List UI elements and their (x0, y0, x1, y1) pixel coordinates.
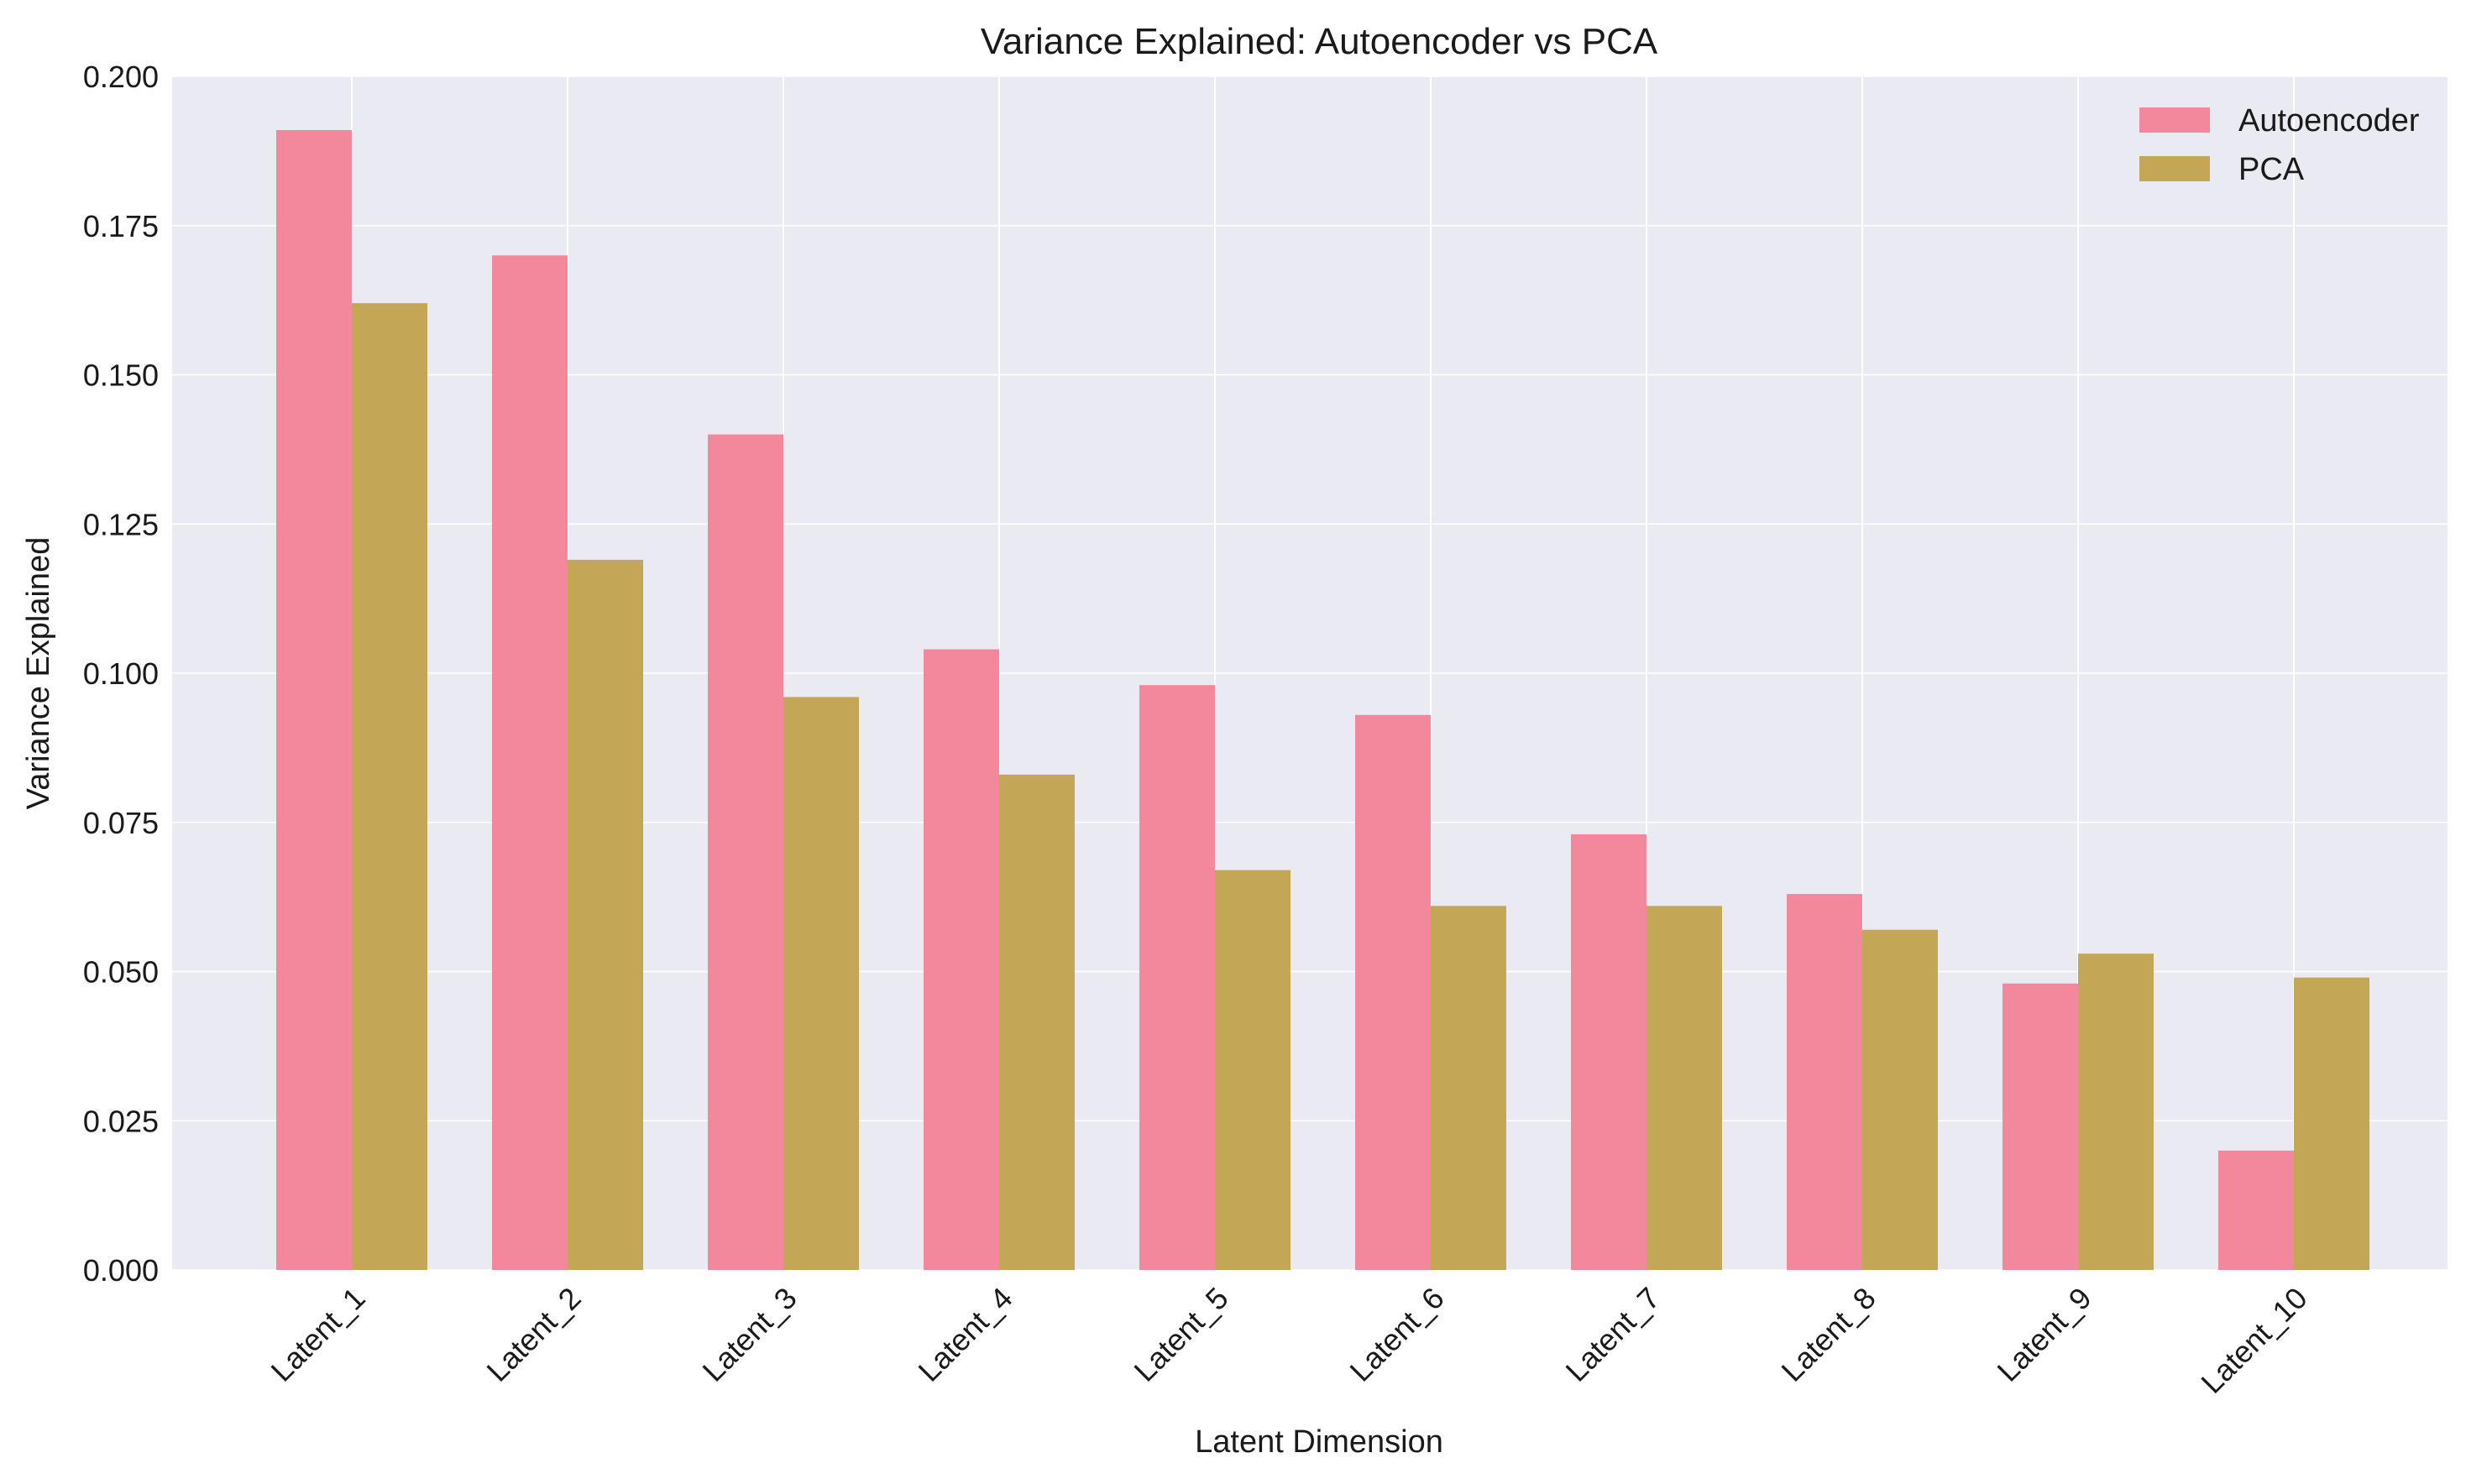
legend-label-pca: PCA (2238, 152, 2305, 187)
bars (276, 129, 2369, 1271)
y-tick-label: 0.075 (83, 806, 159, 840)
bar-autoencoder-latent_2 (492, 255, 568, 1270)
bar-pca-latent_1 (352, 303, 427, 1271)
y-tick-label: 0.125 (83, 507, 159, 541)
bar-pca-latent_2 (568, 559, 643, 1270)
x-tick-labels: Latent_1 Latent_2 Latent_3 Latent_4 Latent_5… (264, 1281, 2314, 1400)
bar-pca-latent_10 (2294, 977, 2369, 1270)
y-tick-label: 0.050 (83, 955, 159, 990)
x-axis-label: Latent Dimension (1195, 1424, 1443, 1460)
bar-autoencoder-latent_3 (708, 434, 783, 1270)
bar-pca-latent_6 (1431, 906, 1506, 1270)
x-tick-label: Latent_7 (1559, 1281, 1667, 1388)
x-tick-label: Latent_2 (480, 1281, 588, 1388)
y-tick-label: 0.150 (83, 358, 159, 393)
bar-autoencoder-latent_1 (276, 129, 352, 1271)
legend-swatch-pca (2139, 156, 2210, 181)
bar-autoencoder-latent_6 (1355, 714, 1431, 1270)
y-axis-label: Variance Explained (21, 537, 56, 810)
x-tick-label: Latent_10 (2194, 1281, 2313, 1400)
y-tick-label: 0.200 (83, 60, 159, 94)
y-tick-label: 0.000 (83, 1253, 159, 1288)
bar-pca-latent_5 (1215, 870, 1290, 1270)
y-tick-label: 0.025 (83, 1104, 159, 1138)
x-tick-label: Latent_9 (1991, 1281, 2098, 1388)
y-tick-labels: 0.000 0.025 0.050 0.075 0.100 0.125 0.150 0.175… (83, 60, 159, 1288)
bar-pca-latent_3 (783, 697, 859, 1270)
bar-autoencoder-latent_10 (2218, 1150, 2294, 1270)
bar-autoencoder-latent_4 (924, 649, 999, 1270)
bar-autoencoder-latent_5 (1139, 685, 1215, 1270)
bar-pca-latent_7 (1646, 906, 1722, 1270)
bar-autoencoder-latent_8 (1787, 894, 1862, 1270)
x-tick-label: Latent_1 (264, 1281, 372, 1388)
bar-autoencoder-latent_7 (1571, 833, 1646, 1270)
x-tick-label: Latent_3 (696, 1281, 804, 1388)
legend-swatch-autoencoder (2139, 107, 2210, 133)
x-tick-label: Latent_5 (1128, 1281, 1235, 1388)
x-tick-label: Latent_4 (912, 1281, 1019, 1388)
y-tick-label: 0.100 (83, 656, 159, 691)
bar-pca-latent_8 (1862, 929, 1938, 1270)
x-tick-label: Latent_8 (1775, 1281, 1882, 1388)
bar-pca-latent_9 (2078, 954, 2154, 1270)
legend-label-autoencoder: Autoencoder (2238, 103, 2420, 138)
bar-autoencoder-latent_9 (2002, 983, 2078, 1270)
legend: Autoencoder PCA (2139, 103, 2420, 187)
bar-pca-latent_4 (999, 774, 1075, 1270)
y-tick-label: 0.175 (83, 209, 159, 243)
chart-title: Variance Explained: Autoencoder vs PCA (981, 21, 1658, 62)
x-tick-label: Latent_6 (1343, 1281, 1451, 1388)
